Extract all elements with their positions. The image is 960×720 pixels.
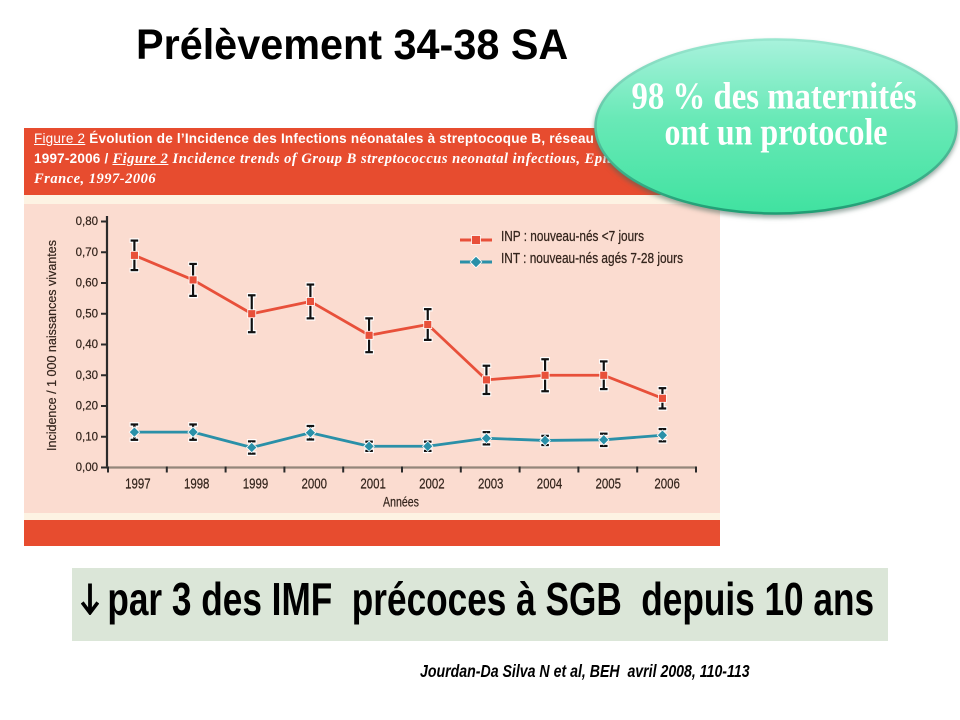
svg-text:Incidence / 1 000 naissances v: Incidence / 1 000 naissances vivantes xyxy=(44,240,59,451)
svg-text:ont un protocole: ont un protocole xyxy=(665,112,888,154)
svg-text:1999: 1999 xyxy=(243,476,269,493)
svg-text:2004: 2004 xyxy=(537,476,563,493)
svg-text:0,30: 0,30 xyxy=(76,370,98,382)
svg-text:2003: 2003 xyxy=(478,476,504,493)
svg-text:2001: 2001 xyxy=(360,476,386,493)
svg-text:0,60: 0,60 xyxy=(76,278,98,290)
svg-text:INP : nouveau-nés <7 jours: INP : nouveau-nés <7 jours xyxy=(501,229,644,245)
svg-text:0,50: 0,50 xyxy=(76,308,98,320)
svg-text:0,10: 0,10 xyxy=(76,431,98,443)
svg-text:1998: 1998 xyxy=(184,476,210,493)
svg-text:0,40: 0,40 xyxy=(76,339,98,351)
svg-text:0,20: 0,20 xyxy=(76,401,98,413)
svg-text:0,70: 0,70 xyxy=(76,247,98,259)
svg-text:INT : nouveau-nés agés 7-28 jo: INT : nouveau-nés agés 7-28 jours xyxy=(501,251,683,267)
svg-text:2002: 2002 xyxy=(419,476,445,493)
svg-text:0,80: 0,80 xyxy=(76,216,98,228)
svg-text:0,00: 0,00 xyxy=(76,462,98,474)
svg-text:Années: Années xyxy=(383,495,419,510)
svg-text:2006: 2006 xyxy=(654,476,680,493)
svg-text:1997: 1997 xyxy=(125,476,151,493)
svg-text:2005: 2005 xyxy=(596,476,622,493)
svg-text:2000: 2000 xyxy=(302,476,328,493)
svg-text:98 % des maternités: 98 % des maternités xyxy=(632,76,917,118)
